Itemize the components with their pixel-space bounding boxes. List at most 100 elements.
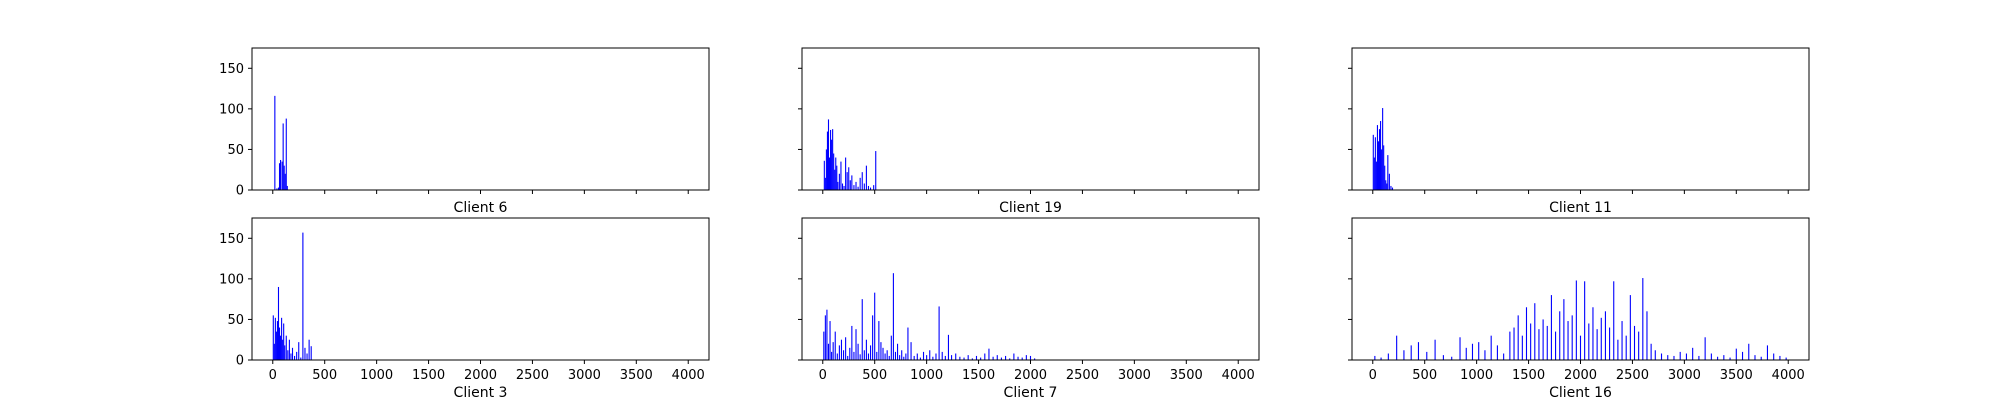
bar [857,343,859,360]
bar [884,353,886,360]
bar [903,356,905,360]
bar [273,343,275,360]
axes-frame [1351,47,1810,191]
bar [1625,335,1627,360]
bar [1390,185,1392,190]
bar [1584,281,1586,360]
bar [875,151,877,190]
bar [827,119,830,190]
x-tick-label: 500 [312,368,337,383]
x-tick-label: 2500 [1616,368,1649,383]
x-tick-label: 0 [819,368,827,383]
x-tick-label: 3000 [1668,368,1701,383]
bar [1621,321,1623,360]
y-tick-label: 50 [227,313,244,328]
bar [832,129,834,190]
bar [281,317,283,360]
bar [1579,335,1582,360]
bar [1386,183,1388,190]
bar [845,337,847,360]
bar [1613,281,1615,360]
bar [290,353,292,360]
x-tick-label: 1000 [360,368,393,383]
x-axis-label: Client 6 [454,200,508,216]
bar [1403,350,1405,360]
bar [944,355,946,360]
bar [1509,331,1511,360]
bar [888,355,890,360]
bar [846,172,848,190]
bar [1478,342,1480,360]
bar [992,356,994,360]
x-tick-label: 1500 [412,368,445,383]
bar [1396,335,1398,360]
bar [1685,353,1687,360]
subplot-3: Client 11 [1348,47,1810,216]
bar [938,306,940,360]
bar [300,357,302,360]
bar [1465,347,1467,360]
bar [843,350,845,360]
bar [1748,343,1750,360]
bar [861,299,863,360]
bar [296,351,298,360]
bar [287,350,289,360]
bar [1604,311,1606,360]
bar [851,325,853,360]
bar [284,173,286,190]
bar [1009,358,1011,360]
bar [882,347,884,360]
bar [1380,357,1382,360]
x-tick-label: 3500 [620,368,653,383]
bar [1717,356,1719,360]
bar [1391,187,1394,190]
bar [285,335,287,360]
subplot-4: 0 500 1000 1500 2000 2500 3000 3500 4000 0 50 100 15… [219,217,710,400]
bar [1673,355,1675,360]
bar [1559,311,1561,360]
bar [1530,323,1532,360]
bar [1380,121,1382,190]
bar [861,172,863,190]
bar [274,317,276,360]
bar [1679,351,1681,360]
x-tick-label: 2000 [1014,368,1047,383]
y-tick-label: 50 [227,143,244,158]
bar [284,345,286,360]
bar [874,292,876,360]
bar [1387,155,1389,190]
bar [1534,303,1536,360]
bar [1373,157,1375,190]
bar [1383,145,1385,190]
bar [1617,339,1619,360]
bar [878,321,880,360]
bar [913,355,915,360]
bar [277,187,280,190]
bar [1434,339,1436,360]
bar [984,353,986,360]
bar [1451,356,1453,360]
bar [1642,278,1644,360]
bar [870,187,872,190]
bar [276,321,278,360]
bar [1538,329,1540,360]
bar [1692,347,1694,360]
x-tick-label: 2000 [1564,368,1597,383]
bar [1025,355,1027,360]
axes-frame [251,217,710,361]
bar [1773,353,1775,360]
bar [880,342,882,360]
bar [1704,337,1706,360]
bar [278,327,281,360]
x-tick-label: 2500 [516,368,549,383]
bar [826,309,828,360]
bar [867,185,870,190]
bar [1546,325,1548,360]
subplot-5: 0 500 1000 1500 2000 2500 3000 3500 4000 Client 7 [798,217,1260,400]
y-tick-label: 0 [236,184,244,199]
bar [1633,325,1636,360]
bar [833,153,835,190]
bar [282,123,284,190]
bar [302,232,304,360]
bar [832,342,834,360]
